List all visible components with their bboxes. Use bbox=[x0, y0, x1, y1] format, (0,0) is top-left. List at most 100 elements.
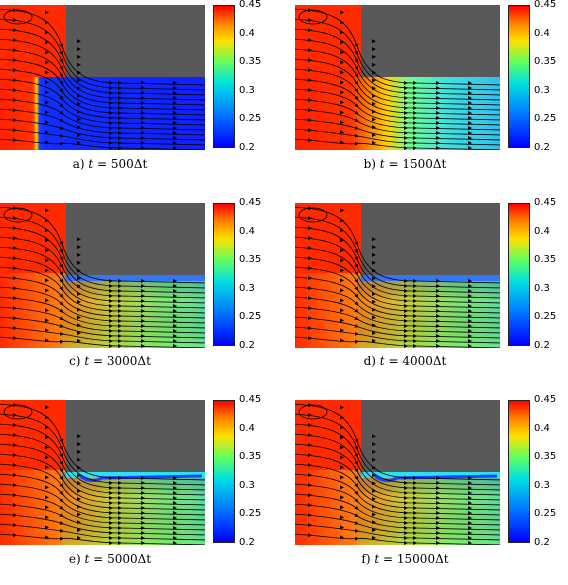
streamline-arrow bbox=[13, 336, 17, 341]
streamline-arrow bbox=[77, 489, 81, 494]
streamline-arrow bbox=[436, 329, 440, 333]
streamline-arrow bbox=[45, 288, 49, 293]
streamline-arrow bbox=[173, 136, 177, 140]
streamline-arrow bbox=[436, 106, 440, 110]
streamline-arrow bbox=[340, 20, 344, 25]
streamline-arrow bbox=[372, 535, 376, 540]
streamline-arrow bbox=[372, 481, 376, 486]
streamline-arrow bbox=[45, 30, 49, 35]
streamline-arrow bbox=[340, 140, 344, 145]
streamline-arrow bbox=[45, 120, 49, 125]
streamline-arrow bbox=[372, 62, 376, 67]
streamline-arrow bbox=[13, 68, 17, 73]
streamline-arrow bbox=[141, 304, 145, 308]
streamline-arrow bbox=[77, 457, 81, 462]
streamline-arrow bbox=[77, 101, 81, 106]
streamline-arrow bbox=[468, 329, 472, 333]
flow-field-plot bbox=[0, 5, 205, 150]
streamline-arrow bbox=[13, 473, 17, 478]
colorbar-tick-label: 0.35 bbox=[239, 451, 262, 463]
streamline-arrow bbox=[340, 30, 344, 35]
solid-block bbox=[361, 400, 500, 472]
streamline-arrow bbox=[468, 339, 472, 343]
streamline-arrow bbox=[45, 328, 49, 333]
streamline-arrow bbox=[308, 236, 312, 241]
streamline-arrow bbox=[141, 81, 145, 85]
streamline-arrow bbox=[372, 133, 376, 138]
streamline-arrow bbox=[77, 299, 81, 304]
streamline-arrow bbox=[468, 294, 472, 298]
streamline-arrow bbox=[436, 279, 440, 283]
streamline-arrow bbox=[13, 138, 17, 143]
streamline-arrow bbox=[372, 299, 376, 304]
streamline-arrow bbox=[77, 62, 81, 67]
streamline-arrow bbox=[340, 298, 344, 303]
corner-vortex bbox=[3, 207, 33, 223]
streamline-arrow bbox=[372, 528, 376, 533]
streamline-arrow bbox=[77, 323, 81, 328]
streamline-arrow bbox=[372, 292, 376, 297]
streamline-arrow bbox=[340, 278, 344, 283]
streamline-arrow bbox=[340, 525, 344, 530]
streamline-arrow bbox=[173, 536, 177, 540]
streamline-arrow bbox=[372, 268, 376, 273]
streamline-arrow bbox=[173, 96, 177, 100]
streamline-arrow bbox=[77, 473, 81, 478]
streamline-arrow bbox=[340, 90, 344, 95]
streamline-arrow bbox=[436, 141, 440, 145]
streamline-arrow bbox=[308, 473, 312, 478]
streamline-arrow bbox=[173, 299, 177, 303]
panel-caption: a) t = 500Δt bbox=[30, 157, 190, 171]
streamline-arrow bbox=[468, 506, 472, 510]
streamline-arrow bbox=[45, 278, 49, 283]
streamline-arrow bbox=[45, 268, 49, 273]
streamline-arrow bbox=[77, 535, 81, 540]
streamline-arrow bbox=[173, 146, 177, 150]
caption-time-unit: Δt bbox=[435, 552, 449, 566]
flow-field-svg bbox=[0, 400, 205, 545]
streamline-arrow bbox=[436, 526, 440, 530]
corner-vortex bbox=[3, 9, 33, 25]
caption-equals: = bbox=[388, 157, 399, 171]
streamline-arrow bbox=[141, 86, 145, 90]
streamline-arrow bbox=[13, 236, 17, 241]
streamline-arrow bbox=[141, 324, 145, 328]
streamline-arrow bbox=[173, 334, 177, 338]
streamline-arrow bbox=[308, 68, 312, 73]
colorbar bbox=[508, 5, 530, 148]
colorbar-tick-label: 0.3 bbox=[534, 282, 550, 294]
streamline-arrow bbox=[77, 292, 81, 297]
streamline-arrow bbox=[173, 319, 177, 323]
streamline-arrow bbox=[468, 526, 472, 530]
streamline-arrow bbox=[372, 473, 376, 478]
boundary-layer bbox=[66, 472, 205, 478]
streamline-arrow bbox=[141, 329, 145, 333]
streamline-arrow bbox=[173, 289, 177, 293]
streamline bbox=[0, 533, 205, 545]
streamline-arrow bbox=[141, 481, 145, 485]
streamline-arrow bbox=[372, 457, 376, 462]
streamline-arrow bbox=[173, 116, 177, 120]
streamline-arrow bbox=[77, 78, 81, 83]
streamline-arrow bbox=[468, 481, 472, 485]
streamline-arrow bbox=[372, 39, 376, 44]
streamline-arrow bbox=[77, 449, 81, 454]
streamline-arrow bbox=[340, 10, 344, 15]
streamline-arrow bbox=[340, 475, 344, 480]
caption-time-value: 4000 bbox=[402, 354, 433, 368]
streamline-arrow bbox=[404, 541, 408, 545]
streamline-arrow bbox=[141, 521, 145, 525]
colorbar-tick-label: 0.2 bbox=[534, 340, 550, 351]
streamline-arrow bbox=[308, 138, 312, 143]
colorbar-tick-label: 0.45 bbox=[534, 394, 557, 405]
colorbar-tick-label: 0.25 bbox=[534, 508, 557, 520]
streamline-arrow bbox=[141, 334, 145, 338]
streamline-arrow bbox=[13, 503, 17, 508]
streamline-arrow bbox=[77, 133, 81, 138]
caption-time-value: 5000 bbox=[107, 552, 138, 566]
streamlines bbox=[0, 206, 205, 348]
streamline-arrow bbox=[308, 533, 312, 538]
streamline-arrow bbox=[77, 496, 81, 501]
streamline-arrow bbox=[468, 486, 472, 490]
streamline-arrow bbox=[436, 481, 440, 485]
